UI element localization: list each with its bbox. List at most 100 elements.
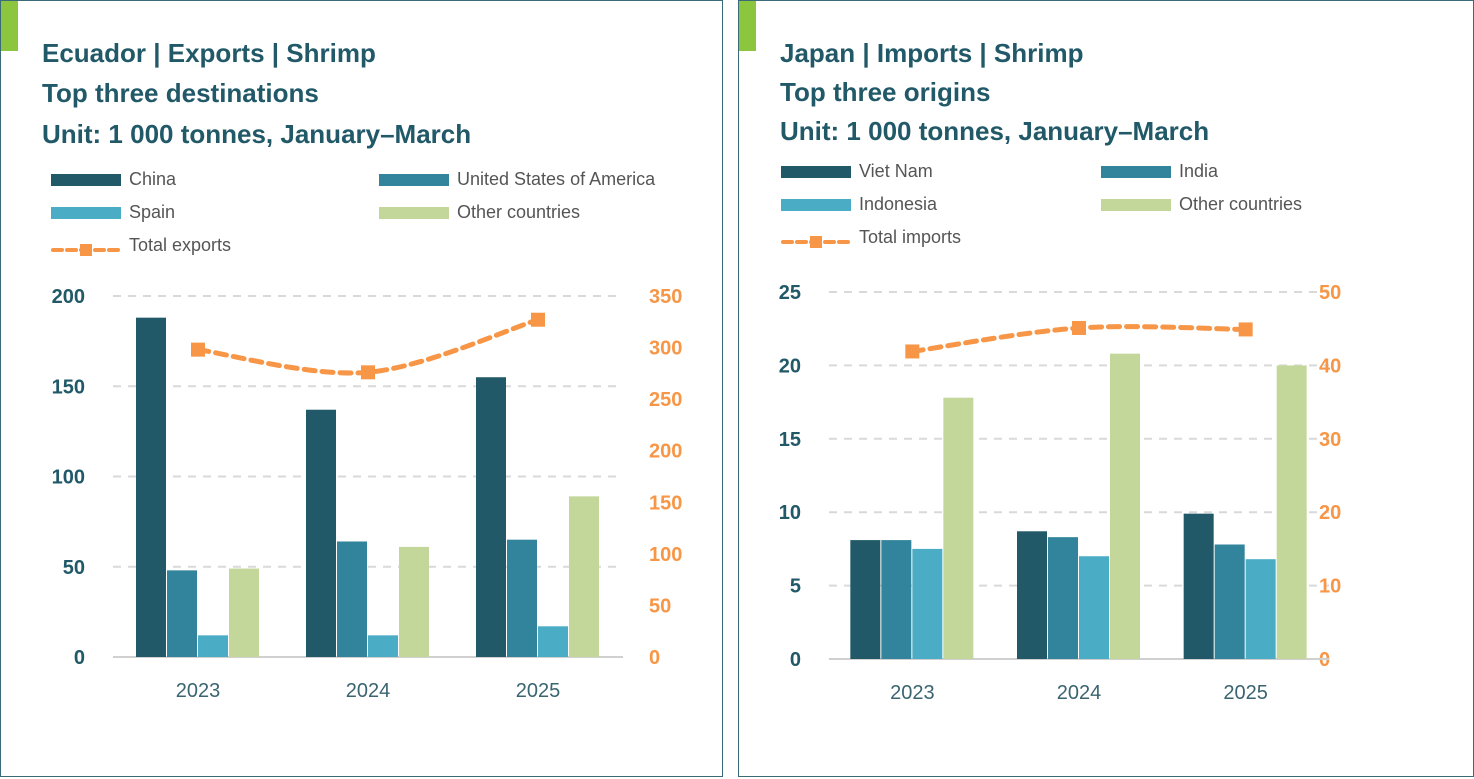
y2-tick-label: 50 xyxy=(649,595,671,617)
y-tick-label: 5 xyxy=(790,576,801,598)
bar-united-states-of-america xyxy=(167,570,197,657)
x-tick-label: 2024 xyxy=(1057,682,1102,704)
legend-swatch xyxy=(781,166,851,179)
legend-item: Other countries xyxy=(1101,192,1302,216)
bar-other-countries xyxy=(399,546,429,657)
chart-title: Japan | Imports | Shrimp xyxy=(780,38,1084,68)
bar-spain xyxy=(198,635,228,657)
x-tick-label: 2024 xyxy=(346,680,391,702)
x-tick-label: 2025 xyxy=(1223,682,1268,704)
x-tick-label: 2023 xyxy=(890,682,935,704)
y2-tick-label: 150 xyxy=(649,492,682,514)
total-marker xyxy=(1238,322,1253,337)
y2-tick-label: 300 xyxy=(649,338,682,360)
y2-tick-label: 10 xyxy=(1319,576,1341,598)
bar-spain xyxy=(368,635,398,657)
total-marker xyxy=(191,342,205,357)
chart-unit: Unit: 1 000 tonnes, January–March xyxy=(780,116,1210,146)
y2-tick-label: 250 xyxy=(649,389,682,411)
legend-label: Total exports xyxy=(129,235,232,255)
legend-swatch xyxy=(1101,199,1171,212)
bar-united-states-of-america xyxy=(337,541,367,657)
y2-tick-label: 30 xyxy=(1319,429,1341,451)
bar-other-countries xyxy=(1110,353,1140,659)
y2-tick-label: 20 xyxy=(1319,502,1341,524)
legend-swatch xyxy=(1101,166,1171,179)
chart-subtitle: Top three destinations xyxy=(42,78,319,108)
bar-viet-nam xyxy=(850,540,881,659)
legend-swatch xyxy=(51,174,121,187)
y-tick-label: 200 xyxy=(52,286,85,308)
chart-panel-japan-imports: Japan | Imports | Shrimp Top three origi… xyxy=(738,0,1474,777)
y-tick-label: 0 xyxy=(790,649,801,671)
bar-spain xyxy=(538,626,568,657)
y2-tick-label: 200 xyxy=(649,441,682,463)
y2-tick-label: 100 xyxy=(649,544,682,566)
x-tick-label: 2023 xyxy=(176,680,221,702)
legend-swatch xyxy=(781,199,851,212)
bar-other-countries xyxy=(229,568,259,657)
y-tick-label: 10 xyxy=(779,502,801,524)
chart-panel-ecuador-exports: Ecuador | Exports | Shrimp Top three des… xyxy=(0,0,723,777)
legend-label: Other countries xyxy=(1179,194,1303,214)
legend-swatch xyxy=(51,207,121,220)
bar-india xyxy=(1214,544,1245,659)
legend-item: Other countries xyxy=(379,200,580,224)
y-tick-label: 150 xyxy=(52,376,85,398)
bar-other-countries xyxy=(1276,365,1307,659)
legend-label: Indonesia xyxy=(859,194,938,214)
bar-other-countries xyxy=(943,397,974,659)
legend-swatch xyxy=(379,207,449,220)
legend-item-total: Total exports xyxy=(51,233,231,257)
y2-tick-label: 0 xyxy=(649,647,660,669)
bar-india xyxy=(1048,537,1078,659)
bar-viet-nam xyxy=(1017,531,1047,659)
legend-label: China xyxy=(129,169,177,189)
legend-label: Total imports xyxy=(859,227,962,247)
legend-label: Spain xyxy=(129,202,176,222)
legend-item: Spain xyxy=(51,200,175,224)
legend-item: Indonesia xyxy=(781,192,937,216)
total-marker xyxy=(905,344,920,359)
total-line xyxy=(195,317,541,376)
bar-viet-nam xyxy=(1183,513,1214,659)
chart-subtitle: Top three origins xyxy=(780,77,991,107)
y-tick-label: 20 xyxy=(779,355,801,377)
total-marker xyxy=(361,365,375,380)
y-tick-label: 25 xyxy=(779,282,801,304)
y-tick-label: 100 xyxy=(52,467,85,489)
bar-china xyxy=(476,377,506,657)
legend-swatch xyxy=(379,174,449,187)
accent-bar xyxy=(1,1,18,51)
legend-label: Viet Nam xyxy=(859,161,933,181)
chart-title: Ecuador | Exports | Shrimp xyxy=(42,38,376,68)
legend-item: India xyxy=(1101,159,1218,183)
bar-indonesia xyxy=(1079,556,1109,659)
accent-bar xyxy=(739,1,756,51)
legend-line-swatch xyxy=(51,239,121,257)
bar-indonesia xyxy=(912,548,943,659)
chart-unit: Unit: 1 000 tonnes, January–March xyxy=(42,119,472,149)
bar-india xyxy=(881,540,912,659)
y2-tick-label: 350 xyxy=(649,286,682,308)
bar-china xyxy=(306,409,336,657)
total-marker xyxy=(1072,320,1086,335)
legend-label: Other countries xyxy=(457,202,581,222)
bar-united-states-of-america xyxy=(507,539,537,657)
legend-item: United States of America xyxy=(379,167,655,191)
bar-other-countries xyxy=(569,496,599,657)
bar-indonesia xyxy=(1245,559,1276,659)
legend-label: United States of America xyxy=(457,169,656,189)
legend-item: China xyxy=(51,167,176,191)
y-tick-label: 0 xyxy=(74,647,85,669)
chart-svg: 051015202501020304050202320242025 xyxy=(779,282,1342,704)
total-marker xyxy=(531,312,545,327)
x-tick-label: 2025 xyxy=(516,680,561,702)
y2-tick-label: 50 xyxy=(1319,282,1341,304)
legend-line-swatch xyxy=(781,231,851,249)
legend-label: India xyxy=(1179,161,1219,181)
y-tick-label: 50 xyxy=(63,557,85,579)
legend-item-total: Total imports xyxy=(781,225,961,249)
bar-china xyxy=(136,317,166,657)
y2-tick-label: 40 xyxy=(1319,355,1341,377)
